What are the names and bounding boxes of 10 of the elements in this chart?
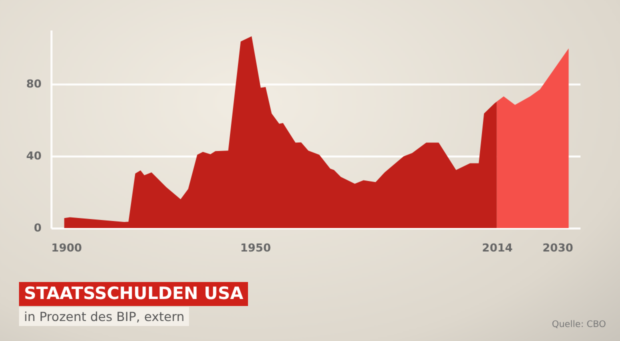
y-tick-label: 80 bbox=[26, 78, 42, 90]
x-tick-label: 2014 bbox=[482, 242, 514, 254]
y-tick-label: 0 bbox=[34, 222, 42, 234]
y-tick-label: 40 bbox=[26, 150, 42, 162]
x-tick-label: 1950 bbox=[240, 242, 272, 254]
x-tick-label: 1900 bbox=[51, 242, 82, 254]
source-note: Quelle: CBO bbox=[552, 320, 606, 330]
text: STAATSSCHULDEN USA bbox=[19, 282, 248, 306]
x-tick-label: 2030 bbox=[542, 242, 574, 254]
text: in Prozent des BIP, extern bbox=[19, 307, 190, 326]
